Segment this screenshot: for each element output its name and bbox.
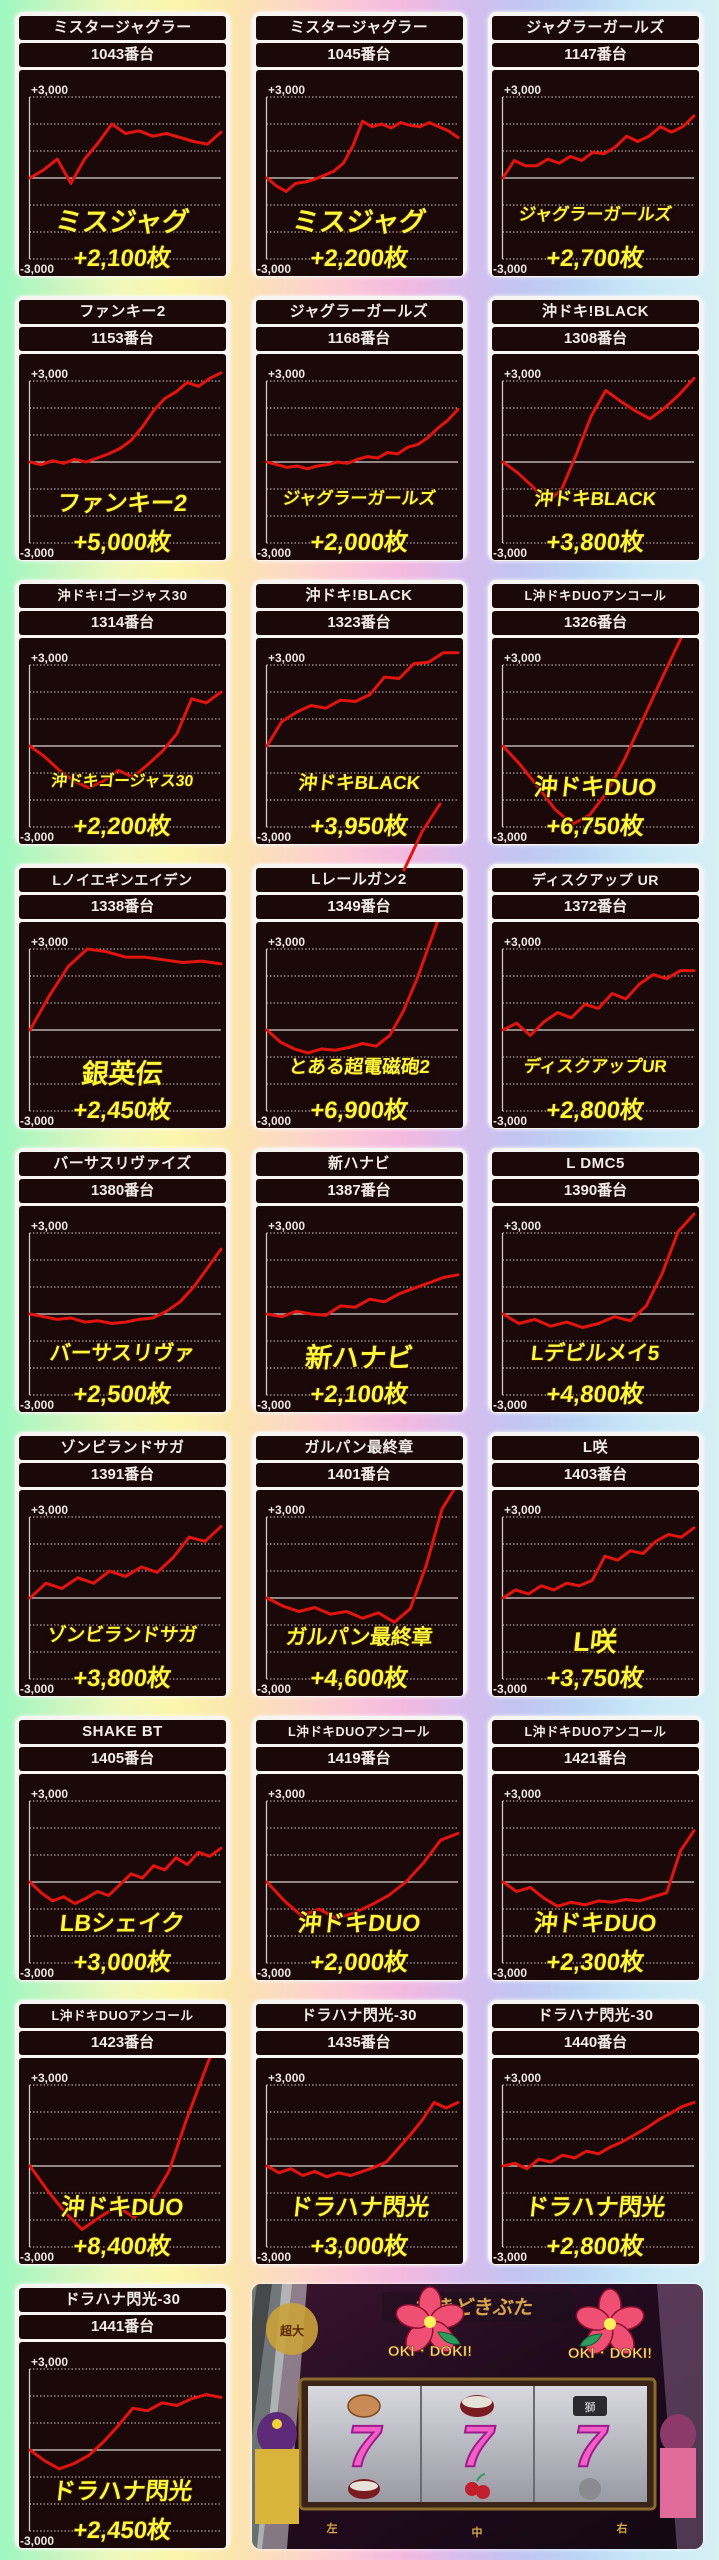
svg-text:+3,000: +3,000	[504, 367, 541, 381]
svg-text:+3,000: +3,000	[504, 83, 541, 97]
svg-text:中: 中	[471, 2525, 482, 2539]
svg-text:+3,000: +3,000	[504, 651, 541, 665]
svg-text:7: 7	[573, 2414, 608, 2479]
svg-text:+3,000: +3,000	[31, 651, 68, 665]
svg-text:+3,000: +3,000	[268, 651, 305, 665]
svg-text:+3,000: +3,000	[268, 2071, 305, 2085]
svg-text:+3,000: +3,000	[31, 1787, 68, 1801]
svg-text:+3,000: +3,000	[268, 367, 305, 381]
svg-text:左: 左	[325, 2521, 337, 2535]
svg-text:OKI・DOKI!: OKI・DOKI!	[567, 2345, 651, 2362]
svg-text:+3,000: +3,000	[31, 2071, 68, 2085]
svg-text:+3,000: +3,000	[504, 1219, 541, 1233]
svg-text:7: 7	[347, 2414, 382, 2479]
svg-text:+3,000: +3,000	[504, 1503, 541, 1517]
svg-text:+3,000: +3,000	[268, 83, 305, 97]
svg-text:+3,000: +3,000	[31, 83, 68, 97]
svg-text:+3,000: +3,000	[31, 935, 68, 949]
svg-text:7: 7	[460, 2414, 495, 2479]
svg-text:+3,000: +3,000	[31, 2355, 68, 2369]
svg-text:OKI・DOKI!: OKI・DOKI!	[387, 2343, 471, 2360]
svg-text:+3,000: +3,000	[31, 1503, 68, 1517]
svg-text:+3,000: +3,000	[268, 935, 305, 949]
svg-text:+3,000: +3,000	[504, 935, 541, 949]
svg-text:+3,000: +3,000	[31, 1219, 68, 1233]
svg-text:+3,000: +3,000	[31, 367, 68, 381]
svg-text:+3,000: +3,000	[268, 1503, 305, 1517]
svg-text:+3,000: +3,000	[504, 2071, 541, 2085]
svg-text:+3,000: +3,000	[268, 1219, 305, 1233]
svg-text:獅: 獅	[584, 2400, 595, 2414]
svg-text:+3,000: +3,000	[268, 1787, 305, 1801]
svg-text:+3,000: +3,000	[504, 1787, 541, 1801]
svg-text:右: 右	[615, 2521, 627, 2535]
svg-text:超大: 超大	[278, 2323, 303, 2338]
